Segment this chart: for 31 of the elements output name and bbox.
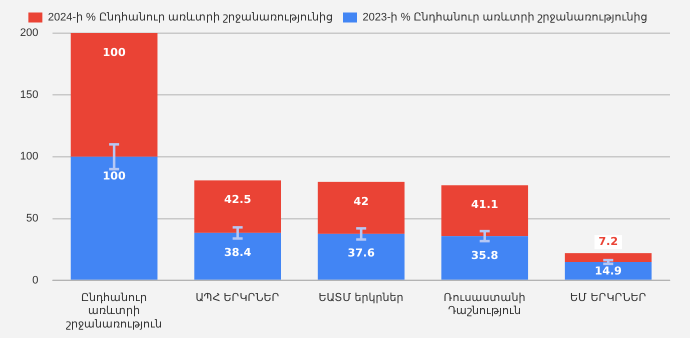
y-tick-label: 100 [20, 150, 38, 163]
bar [564, 253, 652, 262]
data-label: 7.2 [598, 234, 618, 248]
y-tick-label: 150 [20, 88, 38, 101]
y-tick-label: 200 [20, 27, 38, 40]
data-label: 35.8 [471, 248, 498, 262]
data-label: 100 [102, 170, 126, 183]
x-tick-label: ԵԱՏՄ երկրներ [318, 292, 404, 304]
data-label: 42.5 [224, 193, 252, 206]
y-tick-label: 0 [32, 274, 38, 286]
bar [194, 232, 282, 280]
data-label: 38.4 [224, 246, 252, 259]
bar [70, 156, 158, 280]
x-tick-label: ԵՄ ԵՐԿՐՆԵՐ [570, 292, 646, 304]
y-tick-label: 50 [26, 212, 38, 225]
x-tick-label: ԱՊՀ ԵՐԿՐՆԵՐ [196, 292, 280, 304]
bar [318, 182, 405, 234]
x-tick-label: Ռուսաստանի Դաշնություն [444, 292, 526, 318]
data-label: 41.1 [471, 198, 498, 212]
bar [441, 185, 528, 236]
data-label: 37.6 [348, 246, 376, 260]
bar [194, 180, 282, 233]
bar [441, 236, 528, 280]
bar [318, 234, 405, 280]
x-tick-label: Ընդհանուր առևտրի շրջանառություն [66, 292, 162, 330]
bar [70, 33, 158, 157]
legend-label: 2023-ի % Ընդհանուր առևտրի շրջանառությունից [362, 12, 648, 24]
data-label: 42 [354, 194, 369, 208]
data-label: 100 [102, 46, 126, 59]
data-label: 14.9 [594, 264, 622, 278]
legend-label: 2024-ի % Ընդհանուր առևտրի շրջանառությունից [48, 12, 333, 24]
